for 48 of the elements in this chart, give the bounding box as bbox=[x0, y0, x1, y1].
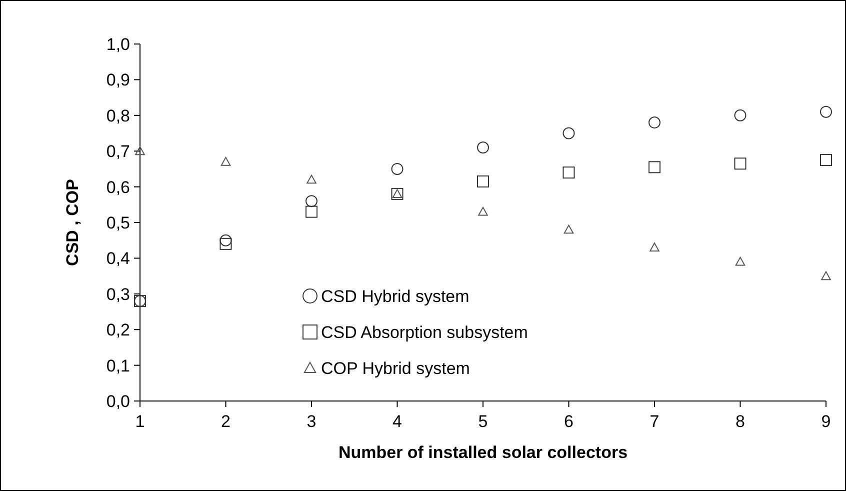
point bbox=[648, 161, 660, 174]
point bbox=[220, 156, 231, 166]
y-tick-label: 0,7 bbox=[106, 142, 130, 162]
legend-label: COP Hybrid system bbox=[321, 358, 470, 378]
point bbox=[391, 162, 404, 175]
point bbox=[820, 106, 832, 118]
point bbox=[477, 142, 489, 154]
y-tick-label: 0,3 bbox=[106, 284, 130, 304]
x-tick-label: 4 bbox=[392, 412, 402, 431]
point bbox=[220, 238, 232, 250]
point bbox=[306, 195, 318, 208]
point bbox=[821, 271, 831, 280]
y-tick-label: 0,0 bbox=[106, 392, 130, 411]
x-tick-label: 1 bbox=[135, 412, 145, 431]
x-tick-label: 5 bbox=[478, 412, 488, 431]
x-tick-label: 2 bbox=[221, 412, 230, 431]
point bbox=[562, 166, 575, 179]
y-tick-label: 0,1 bbox=[106, 356, 130, 376]
point bbox=[220, 234, 232, 246]
point bbox=[735, 256, 746, 266]
point bbox=[820, 154, 832, 166]
point bbox=[734, 158, 746, 170]
point bbox=[650, 242, 660, 252]
x-tick-label: 8 bbox=[736, 412, 745, 431]
point bbox=[306, 174, 316, 184]
y-tick-label: 0,9 bbox=[106, 70, 130, 90]
point bbox=[478, 206, 488, 216]
y-tick-label: 0,6 bbox=[106, 178, 130, 197]
x-tick-label: 7 bbox=[650, 412, 660, 431]
legend-label: CSD Absorption subsystem bbox=[321, 322, 528, 342]
point bbox=[648, 116, 660, 129]
y-tick-label: 1,0 bbox=[106, 34, 130, 54]
legend-label: CSD Hybrid system bbox=[321, 286, 470, 306]
point bbox=[477, 175, 489, 188]
point bbox=[306, 206, 318, 218]
y-tick-label: 0,4 bbox=[106, 249, 130, 268]
point bbox=[564, 224, 574, 234]
point bbox=[734, 109, 746, 122]
y-tick-label: 0,2 bbox=[106, 320, 130, 340]
point bbox=[135, 146, 145, 156]
x-tick-label: 6 bbox=[564, 412, 574, 431]
x-tick-label: 9 bbox=[821, 412, 831, 431]
y-tick-label: 0,8 bbox=[106, 106, 130, 126]
y-tick-label: 0,5 bbox=[106, 213, 130, 232]
point bbox=[562, 127, 575, 140]
x-tick-label: 3 bbox=[306, 412, 316, 431]
y-axis-title: CSD , COP bbox=[63, 179, 82, 266]
x-axis-title: Number of installed solar collectors bbox=[338, 443, 628, 462]
